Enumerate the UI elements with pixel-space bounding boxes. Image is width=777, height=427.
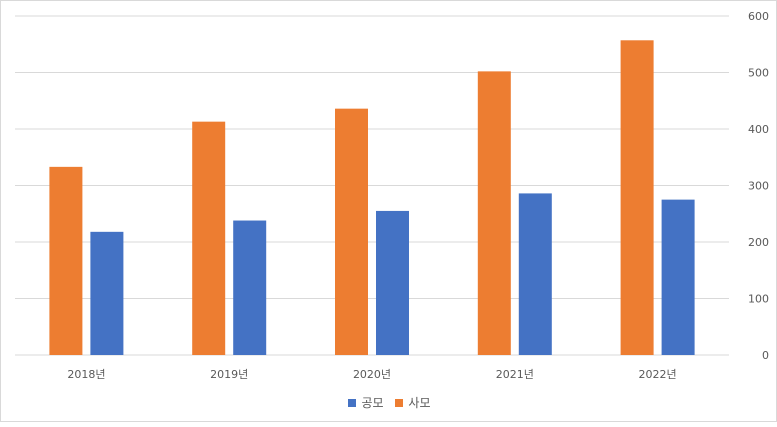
gridlines (15, 15, 729, 356)
bar-public-2 (376, 210, 409, 355)
y-tick-label: 500 (748, 67, 769, 80)
bar-private-2 (335, 108, 368, 355)
x-tick-label: 2020년 (353, 368, 391, 381)
x-tick-labels: 2018년 2019년 2020년 2021년 2022년 (67, 368, 676, 381)
x-tick-label: 2018년 (67, 368, 105, 381)
x-tick-label: 2022년 (639, 368, 677, 381)
y-tick-labels: 0 100 200 300 400 500 600 (748, 10, 769, 362)
x-tick-label: 2019년 (210, 368, 248, 381)
bars (49, 40, 695, 356)
y-tick-label: 200 (748, 236, 769, 249)
bar-private-1 (192, 121, 226, 355)
bar-private-0 (49, 166, 83, 355)
y-tick-label: 0 (762, 349, 769, 362)
bar-public-0 (90, 231, 124, 355)
y-tick-label: 300 (748, 180, 769, 193)
legend-label-public: 공모 (361, 396, 384, 410)
bar-private-4 (620, 40, 654, 356)
y-tick-label: 400 (748, 123, 769, 136)
legend-swatch-private (395, 398, 404, 407)
bar-public-4 (661, 199, 695, 355)
legend: 공모 사모 (1, 394, 777, 411)
y-tick-label: 600 (748, 10, 769, 23)
bar-private-3 (477, 71, 511, 356)
legend-item-public: 공모 (348, 394, 384, 411)
legend-label-private: 사모 (408, 396, 431, 410)
legend-item-private: 사모 (395, 394, 431, 411)
bar-public-1 (233, 220, 267, 355)
legend-swatch-public (348, 398, 357, 407)
x-tick-label: 2021년 (496, 368, 534, 381)
y-tick-label: 100 (748, 293, 769, 306)
bar-public-3 (518, 193, 552, 355)
